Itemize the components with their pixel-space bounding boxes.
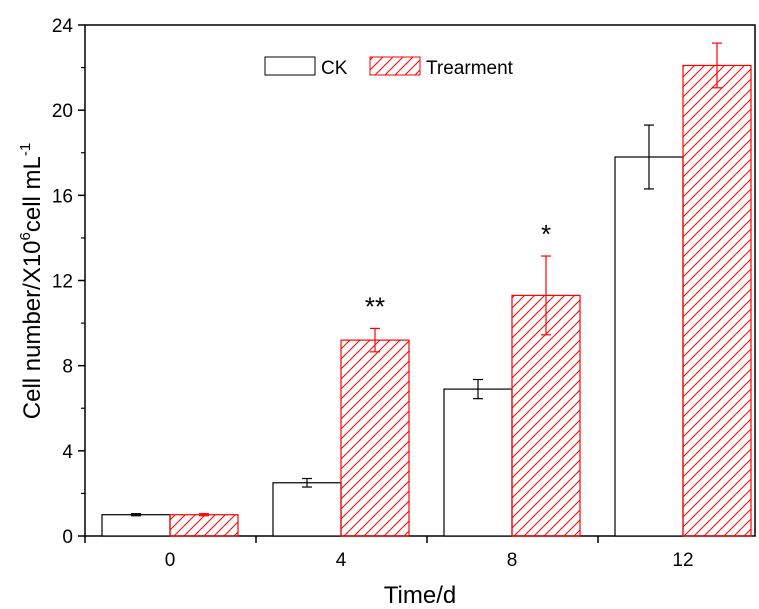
y-axis-title: Cell number/X106cell mL-1 xyxy=(17,143,46,419)
bar-ck-0 xyxy=(101,514,171,537)
y-tick-label: 20 xyxy=(52,101,73,122)
y-title-mid: cell mL xyxy=(19,156,46,232)
y-title-sup1: 6 xyxy=(17,232,34,240)
bar-treatment-4 xyxy=(340,339,410,537)
x-tick-label: 8 xyxy=(507,550,518,571)
bars-group xyxy=(101,64,752,537)
y-tick-label: 16 xyxy=(52,186,73,207)
significance-annotations: *** xyxy=(365,219,551,321)
x-tick-label: 4 xyxy=(336,550,347,571)
legend-label-ck: CK xyxy=(321,58,348,79)
y-tick-label: 4 xyxy=(62,442,73,463)
x-axis: 0 4 8 12 xyxy=(84,536,694,571)
error-bars-group xyxy=(131,42,722,517)
y-tick-label: 24 xyxy=(52,16,74,37)
bar-ck-8 xyxy=(443,388,513,537)
x-tick-label: 0 xyxy=(165,550,176,571)
legend-swatch-treatment xyxy=(369,56,421,76)
y-title-main: Cell number/X10 xyxy=(19,240,46,419)
significance-marker: * xyxy=(541,219,551,249)
legend-label-treatment: Trearment xyxy=(426,58,514,79)
y-title-sup2: -1 xyxy=(17,143,34,156)
legend-swatch-ck xyxy=(264,56,316,76)
y-tick-label: 8 xyxy=(62,357,73,378)
y-tick-label: 0 xyxy=(62,527,73,548)
y-tick-label: 12 xyxy=(52,272,73,293)
x-tick-label: 12 xyxy=(672,550,693,571)
bar-ck-12 xyxy=(614,156,684,537)
legend: CK Trearment xyxy=(264,56,514,79)
y-axis: 0 4 8 12 16 20 24 xyxy=(52,16,85,548)
x-axis-title: Time/d xyxy=(384,582,456,609)
bar-treatment-0 xyxy=(169,514,239,537)
bar-treatment-12 xyxy=(682,64,752,537)
significance-marker: ** xyxy=(365,291,385,321)
bar-ck-4 xyxy=(272,482,342,537)
